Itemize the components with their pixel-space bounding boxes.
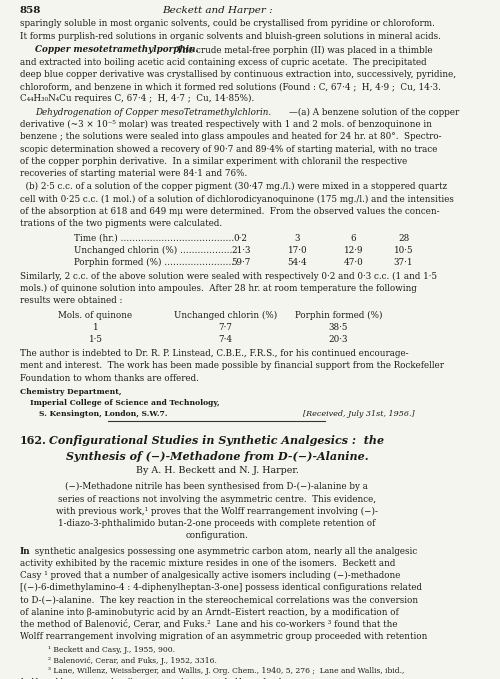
Text: Imperial College of Science and Technology,: Imperial College of Science and Technolo… — [30, 399, 220, 407]
Text: In: In — [20, 547, 30, 555]
Text: 59·7: 59·7 — [231, 258, 250, 268]
Text: The crude metal-free porphin (II) was placed in a thimble: The crude metal-free porphin (II) was pl… — [172, 45, 433, 54]
Text: 20·3: 20·3 — [328, 335, 348, 344]
Text: cell with 0·25 c.c. (1 mol.) of a solution of dichlorodicyanoquinone (175 mg./l.: cell with 0·25 c.c. (1 mol.) of a soluti… — [20, 194, 454, 204]
Text: 1-diazo-3-phthalimido butan-2-one proceeds with complete retention of: 1-diazo-3-phthalimido butan-2-one procee… — [58, 519, 376, 528]
Text: S. Kensington, London, S.W.7.: S. Kensington, London, S.W.7. — [39, 410, 168, 418]
Text: results were obtained :: results were obtained : — [20, 297, 122, 306]
Text: By A. H. Beckett and N. J. Harper.: By A. H. Beckett and N. J. Harper. — [136, 466, 298, 475]
Text: Beckett and Harper :: Beckett and Harper : — [162, 5, 272, 14]
Text: mols.) of quinone solution into ampoules.  After 28 hr. at room temperature the : mols.) of quinone solution into ampoules… — [20, 285, 416, 293]
Text: 7·4: 7·4 — [218, 335, 232, 344]
Text: chloroform, and benzene in which it formed red solutions (Found : C, 67·4 ;  H, : chloroform, and benzene in which it form… — [20, 82, 440, 91]
Text: 12·9: 12·9 — [344, 246, 364, 255]
Text: 162.: 162. — [20, 435, 46, 446]
Text: to D-(−)-alanine.  The key reaction in the stereochemical correlations was the c: to D-(−)-alanine. The key reaction in th… — [20, 595, 417, 604]
Text: Unchanged chlorin (%): Unchanged chlorin (%) — [174, 311, 278, 320]
Text: 1: 1 — [92, 323, 98, 332]
Text: sparingly soluble in most organic solvents, could be crystallised from pyridine : sparingly soluble in most organic solven… — [20, 20, 434, 29]
Text: Porphin formed (%) ……………………: Porphin formed (%) …………………… — [74, 258, 234, 268]
Text: (b) 2·5 c.c. of a solution of the copper pigment (30·47 mg./l.) were mixed in a : (b) 2·5 c.c. of a solution of the copper… — [20, 183, 446, 191]
Text: Configurational Studies in Synthetic Analgesics :  the: Configurational Studies in Synthetic Ana… — [50, 435, 384, 446]
Text: ³ Lane, Willenz, Weissberger, and Wallis, J. Org. Chem., 1940, 5, 276 ;  Lane an: ³ Lane, Willenz, Weissberger, and Wallis… — [48, 667, 404, 676]
Text: of alanine into β-aminobutyric acid by an Arndt–Eistert reaction, by a modificat: of alanine into β-aminobutyric acid by a… — [20, 608, 398, 617]
Text: 28: 28 — [398, 234, 409, 243]
Text: configuration.: configuration. — [186, 531, 248, 540]
Text: series of reactions not involving the asymmetric centre.  This evidence,: series of reactions not involving the as… — [58, 494, 376, 504]
Text: —(a) A benzene solution of the copper: —(a) A benzene solution of the copper — [288, 108, 459, 117]
Text: Wolff rearrangement involving migration of an asymmetric group proceeded with re: Wolff rearrangement involving migration … — [20, 632, 427, 641]
Text: deep blue copper derivative was crystallised by continuous extraction into, succ: deep blue copper derivative was crystall… — [20, 70, 456, 79]
Text: 37·1: 37·1 — [394, 258, 413, 268]
Text: 38·5: 38·5 — [329, 323, 348, 332]
Text: 7·7: 7·7 — [218, 323, 232, 332]
Text: 1941, 6, 443 ;  Lane and Wallis, J. Amer. Chem. Soc., 1941, 63, 1674.: 1941, 6, 443 ; Lane and Wallis, J. Amer.… — [20, 678, 284, 679]
Text: [Received, July 31st, 1956.]: [Received, July 31st, 1956.] — [303, 410, 414, 418]
Text: (−)-Methadone nitrile has been synthesised from D-(−)-alanine by a: (−)-Methadone nitrile has been synthesis… — [66, 482, 368, 492]
Text: 1·5: 1·5 — [88, 335, 102, 344]
Text: Copper mesotetramethylporphin.: Copper mesotetramethylporphin. — [34, 45, 198, 54]
Text: ¹ Beckett and Casy, J., 1955, 900.: ¹ Beckett and Casy, J., 1955, 900. — [48, 646, 174, 654]
Text: ment and interest.  The work has been made possible by financial support from th: ment and interest. The work has been mad… — [20, 361, 444, 370]
Text: 858: 858 — [20, 5, 41, 14]
Text: Synthesis of (−)-Methadone from D-(−)-Alanine.: Synthesis of (−)-Methadone from D-(−)-Al… — [66, 451, 368, 462]
Text: 21·3: 21·3 — [231, 246, 250, 255]
Text: [(−)-6-dimethylamino-4 : 4-diphenylheptan-3-one] possess identical configuration: [(−)-6-dimethylamino-4 : 4-diphenylhepta… — [20, 583, 421, 592]
Text: synthetic analgesics possessing one asymmetric carbon atom, nearly all the analg: synthetic analgesics possessing one asym… — [32, 547, 417, 555]
Text: It forms purplish-red solutions in organic solvents and bluish-green solutions i: It forms purplish-red solutions in organ… — [20, 32, 440, 41]
Text: Chemistry Department,: Chemistry Department, — [20, 388, 121, 397]
Text: benzene ; the solutions were sealed into glass ampoules and heated for 24 hr. at: benzene ; the solutions were sealed into… — [20, 132, 441, 141]
Text: and extracted into boiling acetic acid containing excess of cupric acetate.  The: and extracted into boiling acetic acid c… — [20, 58, 426, 67]
Text: 47·0: 47·0 — [344, 258, 364, 268]
Text: Mols. of quinone: Mols. of quinone — [58, 311, 132, 320]
Text: scopic determination showed a recovery of 90·7 and 89·4% of starting material, w: scopic determination showed a recovery o… — [20, 145, 437, 153]
Text: The author is indebted to Dr. R. P. Linstead, C.B.E., F.R.S., for his continued : The author is indebted to Dr. R. P. Lins… — [20, 349, 408, 358]
Text: derivative (~3 × 10⁻⁵ molar) was treated respectively with 1 and 2 mols. of benz: derivative (~3 × 10⁻⁵ molar) was treated… — [20, 120, 432, 130]
Text: ² Balenović, Cerar, and Fuks, J., 1952, 3316.: ² Balenović, Cerar, and Fuks, J., 1952, … — [48, 657, 216, 665]
Text: of the absorption at 618 and 649 mμ were determined.  From the observed values t: of the absorption at 618 and 649 mμ were… — [20, 206, 439, 216]
Text: of the copper porphin derivative.  In a similar experiment with chloranil the re: of the copper porphin derivative. In a s… — [20, 157, 407, 166]
Text: Dehydrogenation of Copper mesoTetramethylchlorin.: Dehydrogenation of Copper mesoTetramethy… — [34, 108, 271, 117]
Text: Porphin formed (%): Porphin formed (%) — [294, 311, 382, 320]
Text: Unchanged chlorin (%) ………………: Unchanged chlorin (%) ……………… — [74, 246, 233, 255]
Text: 54·4: 54·4 — [288, 258, 307, 268]
Text: trations of the two pigments were calculated.: trations of the two pigments were calcul… — [20, 219, 222, 228]
Text: activity exhibited by the racemic mixture resides in one of the isomers.  Becket: activity exhibited by the racemic mixtur… — [20, 559, 395, 568]
Text: 0·2: 0·2 — [234, 234, 248, 243]
Text: Time (hr.) …………………………………: Time (hr.) ………………………………… — [74, 234, 234, 243]
Text: C₄₄H₃₀N₄Cu requires C, 67·4 ;  H, 4·7 ;  Cu, 14·85%).: C₄₄H₃₀N₄Cu requires C, 67·4 ; H, 4·7 ; C… — [20, 94, 254, 103]
Text: 6: 6 — [351, 234, 356, 243]
Text: 10·5: 10·5 — [394, 246, 413, 255]
Text: 17·0: 17·0 — [288, 246, 307, 255]
Text: Similarly, 2 c.c. of the above solution were sealed with respectively 0·2 and 0·: Similarly, 2 c.c. of the above solution … — [20, 272, 436, 281]
Text: the method of Balenović, Cerar, and Fuks.²  Lane and his co-workers ³ found that: the method of Balenović, Cerar, and Fuks… — [20, 620, 397, 629]
Text: Foundation to whom thanks are offered.: Foundation to whom thanks are offered. — [20, 373, 199, 382]
Text: with previous work,¹ proves that the Wolff rearrangement involving (−)-: with previous work,¹ proves that the Wol… — [56, 507, 378, 516]
Text: recoveries of starting material were 84·1 and 76%.: recoveries of starting material were 84·… — [20, 169, 247, 178]
Text: 3: 3 — [294, 234, 300, 243]
Text: Casy ¹ proved that a number of analgesically active isomers including (−)-methad: Casy ¹ proved that a number of analgesic… — [20, 571, 400, 580]
